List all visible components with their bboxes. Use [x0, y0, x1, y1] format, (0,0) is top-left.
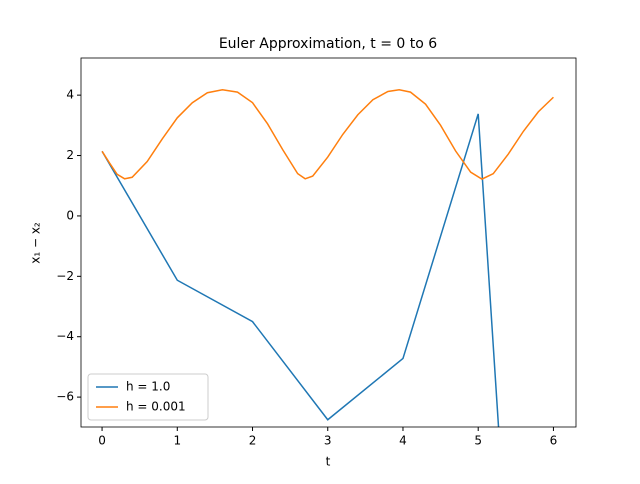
chart-title: Euler Approximation, t = 0 to 6 — [219, 36, 437, 52]
y-tick-label: 2 — [66, 148, 74, 162]
x-tick-label: 0 — [98, 434, 106, 448]
x-tick-label: 3 — [324, 434, 332, 448]
legend-box — [87, 373, 209, 421]
x-tick-label: 5 — [474, 434, 482, 448]
y-tick-label: 4 — [66, 88, 74, 102]
plot-area — [101, 88, 554, 427]
legend-label: h = 1.0 — [126, 380, 170, 394]
series-line — [101, 113, 500, 427]
x-tick-label: 6 — [550, 434, 558, 448]
series-line — [101, 88, 554, 180]
x-tick-label: 2 — [249, 434, 257, 448]
y-tick-label: −6 — [56, 390, 74, 404]
y-axis-label: x₁ − x₂ — [29, 222, 43, 264]
axes-frame — [80, 57, 577, 428]
legend-label: h = 0.001 — [126, 400, 186, 414]
y-tick-label: 0 — [66, 208, 74, 222]
y-tick-label: −2 — [56, 269, 74, 283]
x-axis-label: t — [326, 455, 331, 469]
x-tick-label: 4 — [399, 434, 407, 448]
y-tick-label: −4 — [56, 329, 74, 343]
x-tick-label: 1 — [173, 434, 181, 448]
